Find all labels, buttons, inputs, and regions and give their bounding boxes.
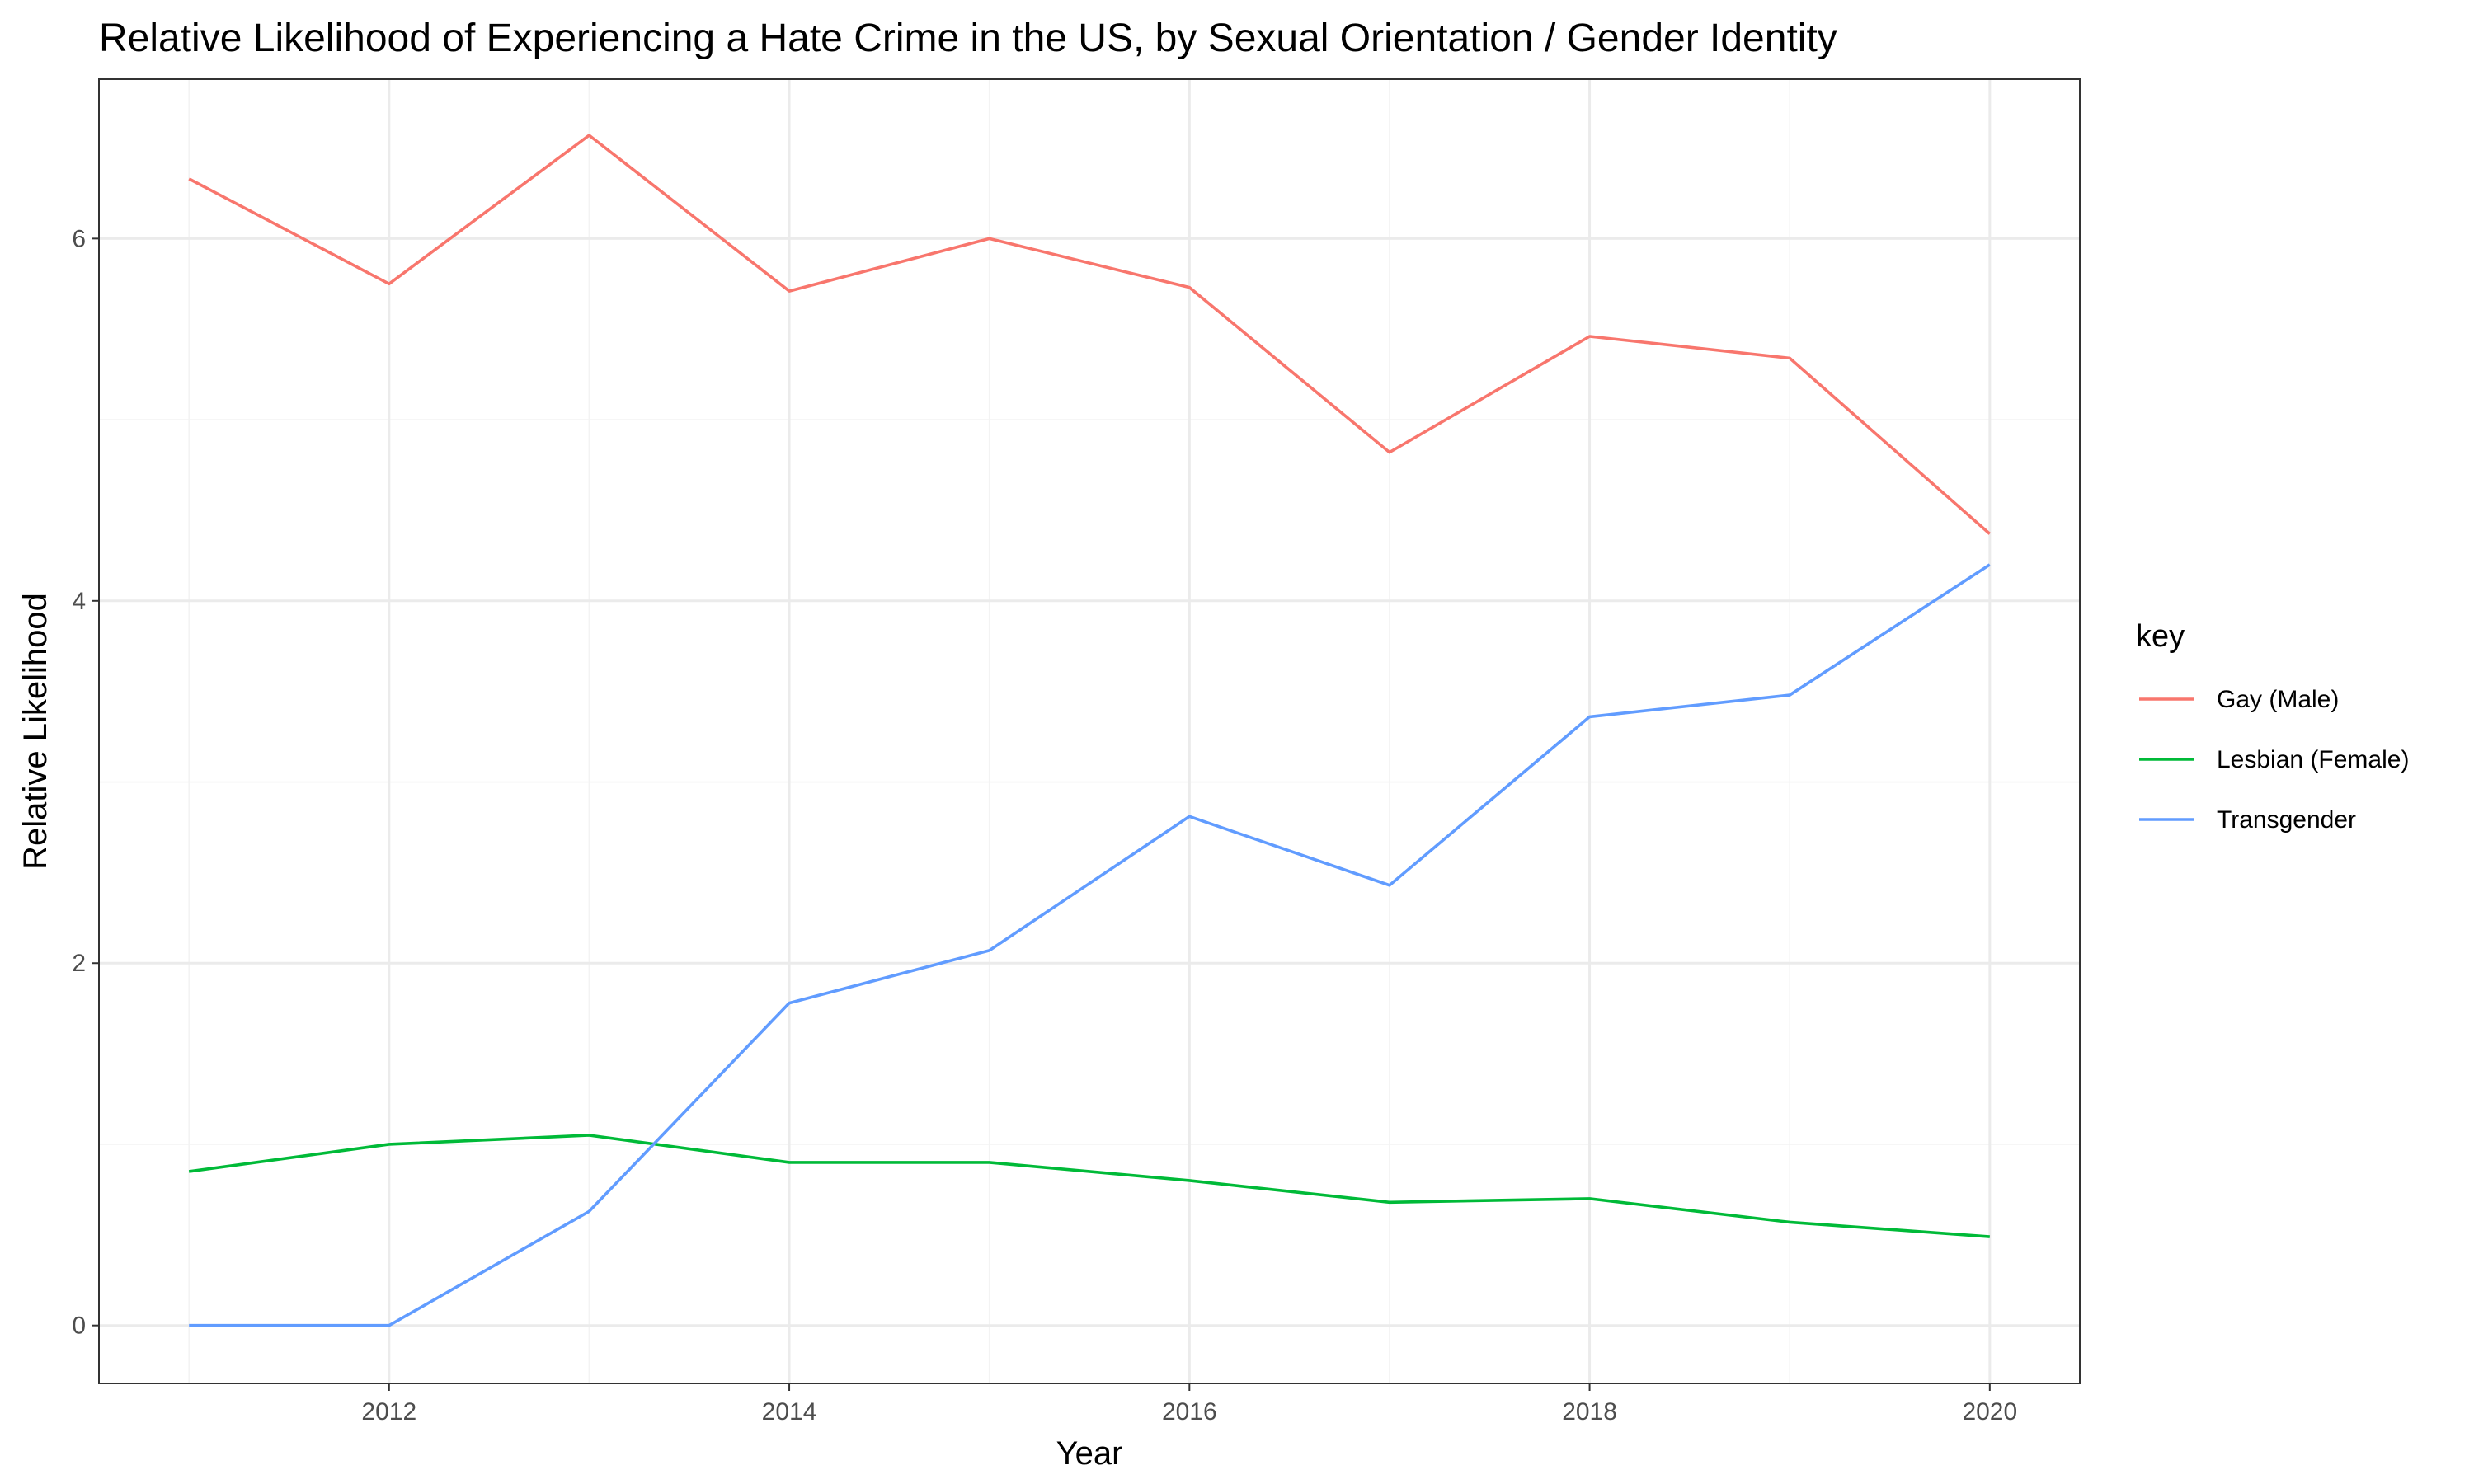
legend: key Gay (Male) Lesbian (Female) Transgende… — [2136, 619, 2409, 834]
x-tick-label: 2016 — [1162, 1398, 1217, 1425]
legend-items: Gay (Male) Lesbian (Female) Transgender — [2139, 686, 2409, 834]
x-axis-title: Year — [1056, 1435, 1123, 1472]
x-tick-label: 2020 — [1962, 1398, 2017, 1425]
series-lines — [188, 134, 1992, 1327]
series-line-transgender — [189, 563, 1991, 1327]
x-tick-label: 2012 — [361, 1398, 416, 1425]
x-tick-label: 2018 — [1562, 1398, 1617, 1425]
series-line-gay-male — [188, 134, 1992, 535]
y-tick-label: 0 — [72, 1313, 86, 1340]
plot-panel-border — [98, 78, 2081, 1384]
y-tick-label: 2 — [72, 950, 86, 977]
y-axis-title: Relative Likelihood — [17, 593, 54, 870]
y-axis: 0 2 4 6 — [72, 225, 99, 1340]
legend-title: key — [2136, 619, 2185, 654]
legend-label-gay-male: Gay (Male) — [2217, 686, 2339, 713]
legend-label-transgender: Transgender — [2217, 806, 2356, 834]
x-tick-label: 2014 — [762, 1398, 817, 1425]
grid-lines — [99, 79, 2080, 1383]
x-axis: 2012 2014 2016 2018 2020 — [361, 1383, 2017, 1425]
legend-label-lesbian-female: Lesbian (Female) — [2217, 746, 2409, 773]
y-tick-label: 4 — [72, 588, 86, 615]
series-line-lesbian-female — [188, 1134, 1990, 1238]
chart-title: Relative Likelihood of Experiencing a Ha… — [99, 16, 1837, 60]
y-tick-label: 6 — [72, 225, 86, 252]
